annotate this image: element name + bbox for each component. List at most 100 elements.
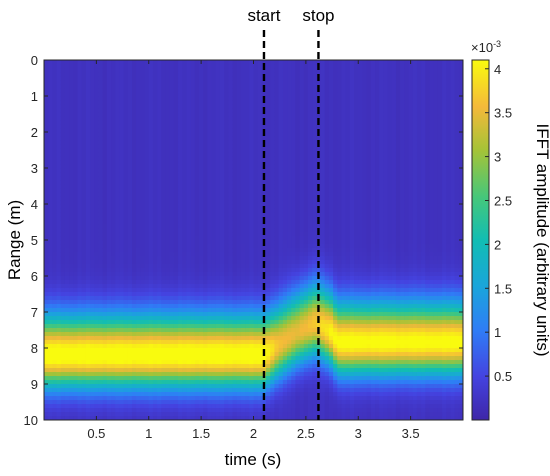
heatmap-cell xyxy=(173,356,179,361)
heatmap-cell xyxy=(257,408,263,413)
heatmap-cell xyxy=(98,280,104,285)
heatmap-cell xyxy=(60,260,66,265)
heatmap-cell xyxy=(207,128,213,133)
heatmap-cell xyxy=(203,204,209,209)
heatmap-cell xyxy=(232,96,238,101)
heatmap-cell xyxy=(98,228,104,233)
heatmap-cell xyxy=(266,140,271,145)
heatmap-cell xyxy=(232,356,238,361)
heatmap-cell xyxy=(102,256,108,261)
heatmap-cell xyxy=(161,316,167,321)
heatmap-cell xyxy=(266,64,271,69)
heatmap-cell xyxy=(240,332,246,337)
heatmap-cell xyxy=(253,84,259,89)
heatmap-cell xyxy=(56,308,62,313)
heatmap-cell xyxy=(178,220,183,225)
heatmap-cell xyxy=(274,172,280,177)
heatmap-cell xyxy=(194,68,200,73)
heatmap-cell xyxy=(178,68,183,73)
heatmap-cell xyxy=(240,84,246,89)
heatmap-cell xyxy=(111,236,116,241)
heatmap-cell xyxy=(178,332,183,337)
heatmap-cell xyxy=(182,116,188,121)
heatmap-cell xyxy=(144,152,150,157)
heatmap-cell xyxy=(64,332,70,337)
heatmap-cell xyxy=(261,156,267,161)
heatmap-cell xyxy=(228,240,234,245)
heatmap-cell xyxy=(186,168,192,173)
heatmap-cell xyxy=(64,300,70,305)
heatmap-cell xyxy=(207,64,213,69)
heatmap-cell xyxy=(44,180,49,185)
heatmap-cell xyxy=(73,68,79,73)
heatmap-cell xyxy=(207,404,213,409)
heatmap-cell xyxy=(207,212,213,217)
heatmap-cell xyxy=(144,416,150,420)
heatmap-cell xyxy=(240,60,246,65)
heatmap-cell xyxy=(64,72,70,77)
heatmap-cell xyxy=(81,396,87,401)
heatmap-cell xyxy=(157,340,162,345)
heatmap-cell xyxy=(270,380,276,385)
heatmap-cell xyxy=(169,60,175,65)
heatmap-cell xyxy=(85,84,91,89)
heatmap-cell xyxy=(73,292,79,297)
heatmap-cell xyxy=(186,328,192,333)
heatmap-cell xyxy=(94,204,100,209)
heatmap-cell xyxy=(173,348,179,353)
heatmap-cell xyxy=(60,216,66,221)
heatmap-cell xyxy=(127,368,133,373)
heatmap-cell xyxy=(106,328,112,333)
heatmap-cell xyxy=(194,308,200,313)
heatmap-cell xyxy=(270,348,276,353)
heatmap-cell xyxy=(157,152,162,157)
heatmap-cell xyxy=(240,224,246,229)
heatmap-cell xyxy=(90,244,95,249)
heatmap-cell xyxy=(102,376,108,381)
heatmap-cell xyxy=(111,112,116,117)
heatmap-cell xyxy=(106,240,112,245)
heatmap-cell xyxy=(257,336,263,341)
heatmap-cell xyxy=(115,340,121,345)
heatmap-cell xyxy=(123,120,129,125)
heatmap-cell xyxy=(77,244,83,249)
heatmap-cell xyxy=(224,120,229,125)
heatmap-cell xyxy=(140,124,146,129)
heatmap-cell xyxy=(194,324,200,329)
heatmap-cell xyxy=(249,224,255,229)
heatmap-cell xyxy=(127,92,133,97)
heatmap-cell xyxy=(119,100,125,105)
heatmap-cell xyxy=(64,92,70,97)
heatmap-cell xyxy=(257,292,263,297)
heatmap-cell xyxy=(232,404,238,409)
heatmap-cell xyxy=(211,364,217,369)
heatmap-cell xyxy=(94,100,100,105)
heatmap-cell xyxy=(270,252,276,257)
heatmap-cell xyxy=(98,292,104,297)
heatmap-cell xyxy=(148,304,154,309)
heatmap-cell xyxy=(182,108,188,113)
heatmap-cell xyxy=(140,92,146,97)
heatmap-cell xyxy=(60,188,66,193)
heatmap-cell xyxy=(215,164,221,169)
heatmap-cell xyxy=(123,144,129,149)
heatmap-cell xyxy=(182,244,188,249)
heatmap-cell xyxy=(136,132,141,137)
heatmap-cell xyxy=(119,176,125,181)
heatmap-cell xyxy=(190,88,196,93)
heatmap-cell xyxy=(144,256,150,261)
heatmap-cell xyxy=(85,156,91,161)
heatmap-cell xyxy=(182,412,188,417)
heatmap-cell xyxy=(194,304,200,309)
heatmap-cell xyxy=(173,156,179,161)
heatmap-cell xyxy=(69,200,74,205)
heatmap-cell xyxy=(228,280,234,285)
heatmap-cell xyxy=(186,64,192,69)
heatmap-cell xyxy=(165,276,171,281)
heatmap-cell xyxy=(203,280,209,285)
heatmap-cell xyxy=(148,380,154,385)
heatmap-cell xyxy=(85,240,91,245)
heatmap-cell xyxy=(56,240,62,245)
heatmap-cell xyxy=(131,332,137,337)
heatmap-cell xyxy=(81,256,87,261)
